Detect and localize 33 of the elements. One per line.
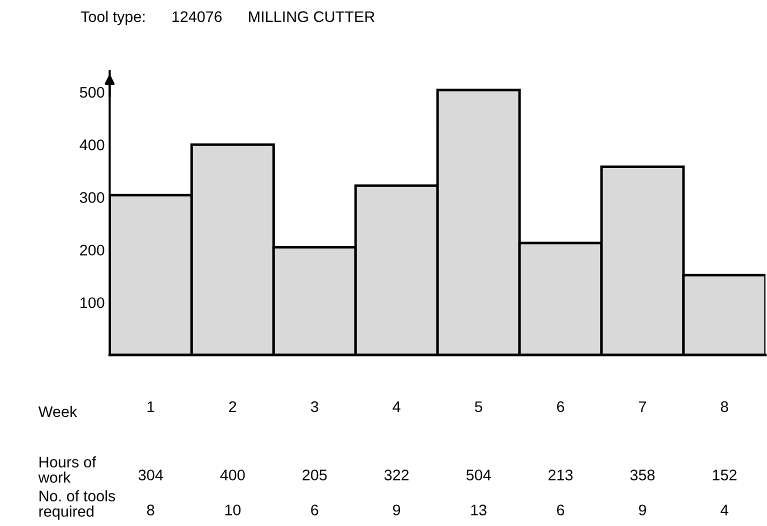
x-tick-label: 8 bbox=[720, 401, 728, 412]
x-tick-label: 6 bbox=[557, 401, 564, 412]
data-label: 205 bbox=[302, 470, 327, 480]
text: 13 bbox=[471, 504, 486, 516]
data-label: 304 bbox=[138, 470, 163, 480]
text: 9 bbox=[393, 504, 400, 516]
text: 6 bbox=[557, 504, 564, 516]
text: No. of tools required bbox=[39, 490, 116, 520]
y-tick-label: 200 bbox=[80, 244, 104, 256]
x-axis-title: Week bbox=[38, 406, 78, 418]
x-tick-label: 1 bbox=[148, 401, 154, 412]
x-tick-label: 7 bbox=[639, 401, 646, 412]
text: 6 bbox=[311, 504, 318, 516]
x-tick-label: 3 bbox=[310, 401, 318, 412]
data-label: 400 bbox=[220, 470, 245, 480]
x-tick-label: 5 bbox=[474, 401, 482, 412]
x-tick-label: 2 bbox=[229, 401, 236, 412]
y-tick-label: 500 bbox=[80, 86, 104, 98]
text: 4 bbox=[720, 504, 728, 516]
y-tick-label: 300 bbox=[80, 192, 104, 203]
text: 8 bbox=[147, 504, 154, 516]
data-label: 213 bbox=[548, 470, 573, 480]
chart-title: Tool type: 124076 MILLING CUTTER bbox=[80, 10, 374, 26]
y-tick-label: 100 bbox=[80, 297, 104, 308]
text: 9 bbox=[638, 504, 646, 516]
y-tick-label: 400 bbox=[80, 140, 104, 150]
text: 10 bbox=[225, 504, 241, 516]
x-tick-label: 4 bbox=[392, 401, 400, 412]
data-label: 322 bbox=[384, 470, 409, 480]
data-label: 504 bbox=[466, 470, 491, 480]
y-axis-title: Hours of work bbox=[38, 456, 96, 483]
data-label: 358 bbox=[630, 470, 655, 480]
data-label: 152 bbox=[712, 470, 736, 480]
